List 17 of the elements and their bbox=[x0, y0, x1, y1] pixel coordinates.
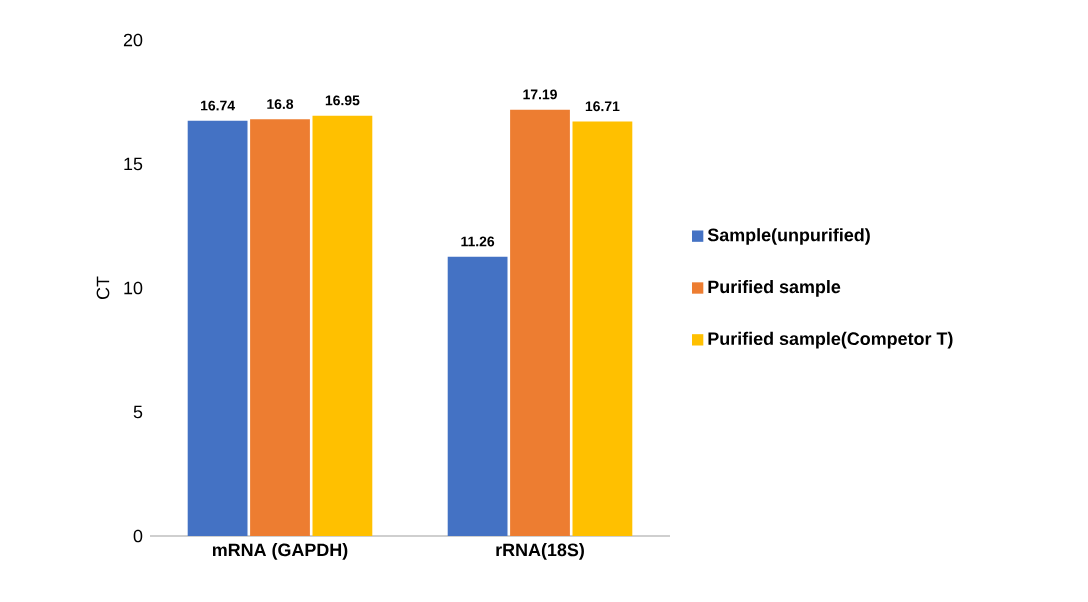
y-tick-label: 15 bbox=[124, 157, 143, 171]
y-axis-title: CT bbox=[96, 276, 110, 300]
y-tick-label: 0 bbox=[133, 529, 143, 543]
y-tick-label: 10 bbox=[124, 281, 143, 295]
legend-label: Purified sample(Competor T) bbox=[708, 331, 953, 349]
x-tick-label: mRNA (GAPDH) bbox=[212, 543, 348, 560]
bar bbox=[250, 119, 310, 536]
bar bbox=[312, 115, 373, 536]
legend-label: Purified sample bbox=[708, 280, 841, 297]
y-tick-label: 5 bbox=[133, 405, 143, 419]
y-tick-label: 20 bbox=[123, 33, 143, 47]
x-tick-label: rRNA(18S) bbox=[496, 543, 584, 560]
bar bbox=[447, 256, 508, 536]
bar bbox=[187, 120, 248, 536]
bar bbox=[572, 121, 633, 536]
bar bbox=[510, 109, 570, 536]
legend-label: Sample(unpurified) bbox=[707, 228, 870, 245]
